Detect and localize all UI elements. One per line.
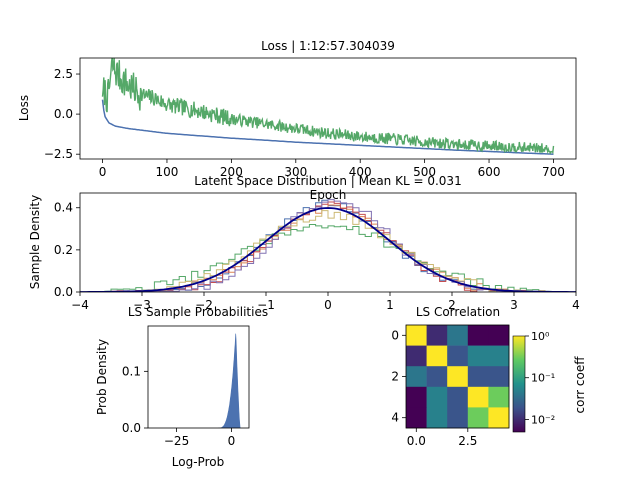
- corr-ticks: 0.0 2.5 0 2 4: [391, 328, 477, 448]
- latent-ticks: −4 −3 −2 −1 0 1 2 3 4 0.0 0.2 0.4: [54, 201, 580, 312]
- latent-hist-series: [104, 224, 558, 292]
- corr-cell: [467, 345, 489, 367]
- corr-cell: [447, 345, 469, 367]
- corr-cell: [406, 407, 427, 429]
- probs-xtick-label: 0: [228, 434, 236, 448]
- corr-cell: [467, 325, 489, 346]
- loss-xtick-label: 0: [99, 165, 107, 179]
- corr-cell: [426, 345, 448, 367]
- corr-cell: [467, 386, 489, 408]
- corr-ytick-label: 2: [391, 370, 399, 384]
- loss-ylabel: Loss: [17, 95, 31, 121]
- corr-cell: [488, 325, 510, 346]
- latent-hist-series: [104, 199, 558, 292]
- corr-title: LS Correlation: [416, 305, 500, 319]
- corr-cell: [467, 407, 489, 429]
- corr-ytick-label: 0: [391, 328, 399, 342]
- corr-cell: [488, 366, 510, 388]
- corr-cell: [426, 407, 448, 429]
- loss-xtick-label: 500: [413, 165, 436, 179]
- corr-cell: [447, 366, 469, 388]
- corr-xtick-label: 2.5: [458, 434, 477, 448]
- probs-xtick-label: −25: [164, 434, 189, 448]
- loss-title: Loss | 1:12:57.304039: [261, 39, 395, 53]
- corr-colorbar-label: corr coeff: [573, 356, 587, 414]
- corr-colorbar-tick-label: 10⁰: [531, 330, 550, 343]
- latent-ylabel: Sample Density: [28, 195, 42, 289]
- latent-hist-series: [104, 199, 558, 292]
- probs-ytick-label: 0.0: [122, 421, 141, 435]
- latent-xtick-label: 4: [572, 298, 580, 312]
- probs-ticks: −25 0 0.0 0.1: [122, 364, 235, 448]
- corr-colorbar-ticks: 10⁻² 10⁻¹ 10⁰: [525, 330, 555, 426]
- corr-cell: [467, 366, 489, 388]
- latent-histograms: [80, 199, 576, 292]
- latent-panel: −4 −3 −2 −1 0 1 2 3 4 0.0 0.2 0.4 Latent Space Dist…: [28, 174, 580, 312]
- loss-ytick-label: 2.5: [54, 67, 73, 81]
- loss-ticks: 0 100 200 300 400 500 600 700 2.5 0.0 −2.5: [44, 67, 565, 179]
- corr-cell: [406, 386, 427, 408]
- corr-cell: [447, 325, 469, 346]
- corr-xtick-label: 0.0: [407, 434, 426, 448]
- latent-ytick-label: 0.0: [54, 285, 73, 299]
- latent-hist-series: [104, 210, 558, 292]
- probs-panel: −25 0 0.0 0.1 LS Sample Probabilities Log-P…: [95, 305, 268, 469]
- probs-histogram: [218, 333, 241, 428]
- loss-xtick-label: 700: [542, 165, 565, 179]
- latent-ytick-label: 0.2: [54, 243, 73, 257]
- loss-xtick-label: 400: [349, 165, 372, 179]
- corr-cell: [426, 366, 448, 388]
- probs-title: LS Sample Probabilities: [128, 305, 268, 319]
- probs-xlabel: Log-Prob: [172, 455, 224, 469]
- corr-cell: [406, 325, 427, 346]
- loss-xtick-label: 300: [284, 165, 307, 179]
- corr-cell: [488, 345, 510, 367]
- latent-xtick-label: 0: [324, 298, 332, 312]
- corr-colorbar-tick-label: 10⁻¹: [531, 372, 555, 385]
- loss-ytick-label: −2.5: [44, 147, 73, 161]
- corr-cell: [447, 386, 469, 408]
- latent-xtick-label: −4: [71, 298, 89, 312]
- corr-cell: [406, 345, 427, 367]
- loss-ytick-label: 0.0: [54, 107, 73, 121]
- corr-ytick-label: 4: [391, 411, 399, 425]
- latent-hist-series: [104, 201, 558, 292]
- corr-cell: [447, 407, 469, 429]
- corr-panel: LS Correlation 0.0 2.5 0 2 4 10⁻² 10⁻¹ 10⁰ cor…: [391, 305, 587, 448]
- latent-xtick-label: 1: [386, 298, 394, 312]
- loss-series-smooth: [101, 99, 554, 155]
- latent-title: Latent Space Distribution | Mean KL = 0.…: [194, 174, 461, 188]
- probs-hist-area: [218, 333, 241, 428]
- loss-xtick-label: 200: [220, 165, 243, 179]
- probs-ytick-label: 0.1: [122, 364, 141, 378]
- loss-lines: [101, 58, 555, 155]
- latent-xtick-label: 2: [448, 298, 456, 312]
- latent-xtick-label: −1: [257, 298, 275, 312]
- loss-xtick-label: 600: [478, 165, 501, 179]
- latent-normal-curve: [80, 207, 576, 292]
- corr-colorbar-tick-label: 10⁻²: [531, 413, 555, 426]
- latent-xtick-label: 3: [510, 298, 518, 312]
- latent-xtick-label: −2: [195, 298, 213, 312]
- loss-panel: Loss | 1:12:57.304039 0 100 200 300 400 500 60…: [17, 39, 577, 202]
- probs-axes-frame: [147, 325, 250, 429]
- loss-xtick-label: 100: [156, 165, 179, 179]
- loss-xlabel: Epoch: [310, 188, 347, 202]
- corr-cell: [426, 325, 448, 346]
- latent-ytick-label: 0.4: [54, 201, 73, 215]
- corr-cell: [488, 386, 510, 408]
- probs-ylabel: Prob Density: [95, 339, 109, 415]
- latent-xtick-label: −3: [133, 298, 151, 312]
- corr-cell: [426, 386, 448, 408]
- corr-cell: [488, 407, 510, 429]
- corr-colorbar: [512, 335, 526, 433]
- loss-axes-frame: [79, 57, 577, 160]
- corr-heatmap: [406, 325, 510, 429]
- loss-series-noisy: [101, 58, 555, 155]
- corr-cell: [406, 366, 427, 388]
